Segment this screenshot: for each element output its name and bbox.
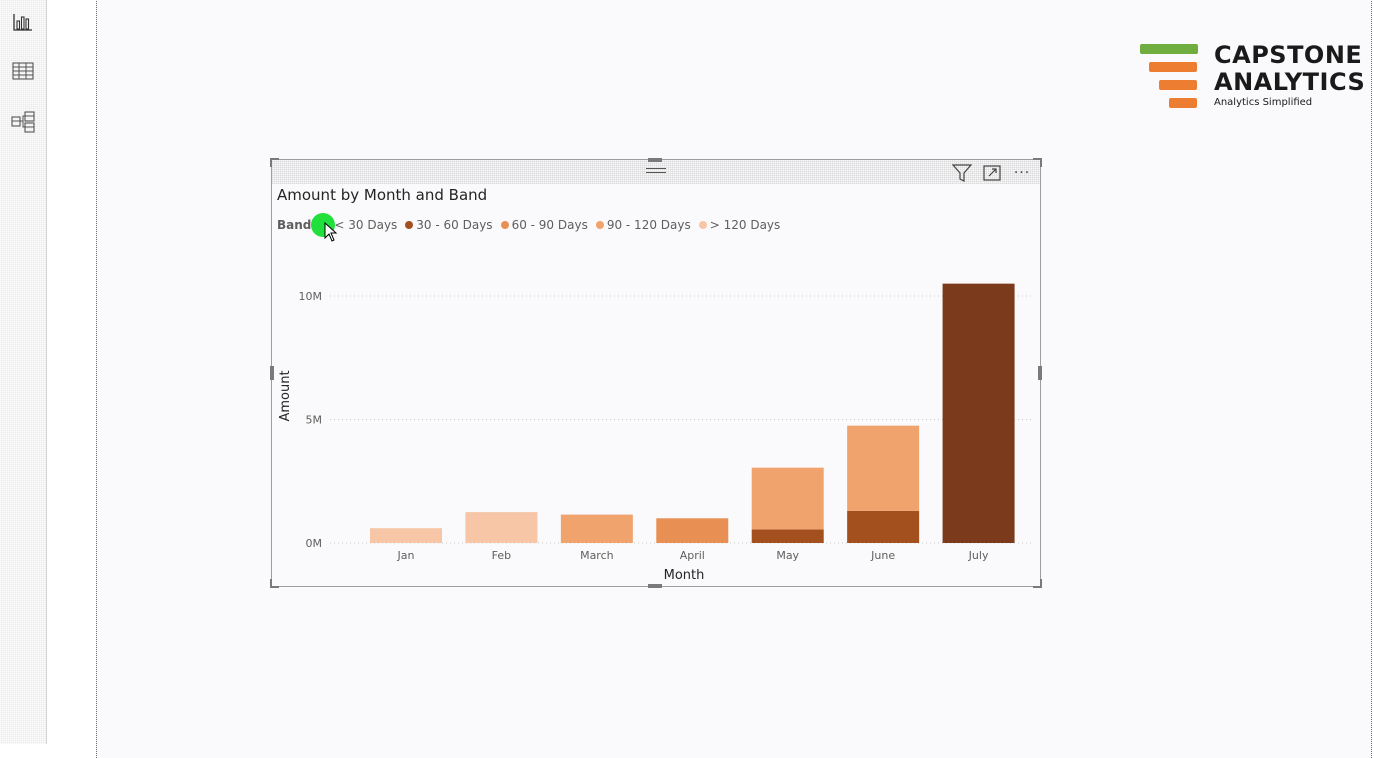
x-tick-label: June — [870, 549, 895, 562]
y-tick-label: 5M — [306, 414, 323, 427]
bar-segment — [370, 528, 442, 543]
x-tick-label: March — [580, 549, 614, 562]
logo-bar-orange-1 — [1149, 62, 1197, 72]
logo-tagline: Analytics Simplified — [1214, 97, 1313, 108]
resize-handle-left[interactable] — [270, 366, 274, 380]
y-axis-title: Amount — [278, 370, 293, 421]
bar-segment — [847, 510, 920, 543]
bar-segment — [560, 514, 633, 543]
y-tick-label: 0M — [306, 537, 323, 550]
mouse-cursor-icon — [324, 222, 338, 242]
x-tick-label: Feb — [492, 549, 511, 562]
legend-dot — [595, 221, 604, 229]
logo-bar-green — [1140, 44, 1198, 54]
bar-segment — [847, 425, 920, 511]
capstone-logo: CAPSTONE ANALYTICS Analytics Simplified — [1140, 41, 1365, 114]
legend-item-gt120[interactable]: > 120 Days — [698, 218, 781, 232]
visual-title: Amount by Month and Band — [277, 186, 488, 204]
resize-handle-top-left[interactable] — [270, 158, 279, 167]
x-axis-title: Month — [664, 568, 705, 583]
resize-handle-bottom[interactable] — [648, 584, 662, 588]
bar-segment — [465, 512, 538, 543]
logo-line2: ANALYTICS — [1214, 68, 1366, 96]
resize-handle-top[interactable] — [648, 158, 662, 162]
bar-segment — [751, 467, 824, 530]
legend-label: 30 - 60 Days — [416, 218, 493, 232]
logo-bar-orange-3 — [1169, 98, 1197, 108]
view-switcher-rail — [0, 0, 47, 744]
chart-plot: 0M 5M 10M Amount Month Jan Feb March April May Jun… — [278, 283, 1034, 583]
logo-line1: CAPSTONE — [1214, 41, 1363, 69]
model-view-icon[interactable] — [9, 108, 37, 136]
resize-handle-right[interactable] — [1038, 366, 1042, 380]
legend-dot — [698, 221, 707, 229]
legend-item-60-90[interactable]: 60 - 90 Days — [500, 218, 588, 232]
x-tick-label: July — [968, 549, 989, 562]
resize-handle-bottom-right[interactable] — [1033, 579, 1042, 588]
legend-label: 60 - 90 Days — [511, 218, 588, 232]
legend-label: > 120 Days — [709, 218, 781, 232]
legend-dot — [500, 221, 509, 229]
filter-icon[interactable] — [952, 164, 972, 182]
x-tick-label: April — [680, 549, 705, 562]
logo-bar-orange-2 — [1159, 80, 1197, 90]
drag-grip[interactable] — [646, 168, 666, 176]
legend-item-30-60[interactable]: 30 - 60 Days — [405, 218, 493, 232]
legend-label: < 30 Days — [334, 218, 398, 232]
x-tick-label: May — [776, 549, 799, 562]
report-view-icon[interactable] — [9, 8, 37, 36]
focus-mode-icon[interactable] — [982, 164, 1002, 182]
bar-segment — [751, 529, 824, 543]
legend-title: Band — [277, 218, 312, 232]
y-tick-label: 10M — [299, 290, 323, 303]
stacked-column-visual[interactable]: ··· Amount by Month and Band Band < 30 D… — [270, 158, 1042, 588]
bar-segment — [942, 283, 1015, 543]
resize-handle-bottom-left[interactable] — [270, 579, 279, 588]
x-tick-label: Jan — [397, 549, 415, 562]
legend-label: 90 - 120 Days — [606, 218, 691, 232]
bar-segment — [656, 518, 729, 543]
legend-item-90-120[interactable]: 90 - 120 Days — [595, 218, 691, 232]
more-options-icon[interactable]: ··· — [1013, 165, 1031, 181]
resize-handle-top-right[interactable] — [1033, 158, 1042, 167]
data-view-icon[interactable] — [9, 57, 37, 85]
legend: Band < 30 Days 30 - 60 Days 60 - 90 Days… — [277, 217, 788, 233]
legend-dot — [405, 221, 414, 229]
